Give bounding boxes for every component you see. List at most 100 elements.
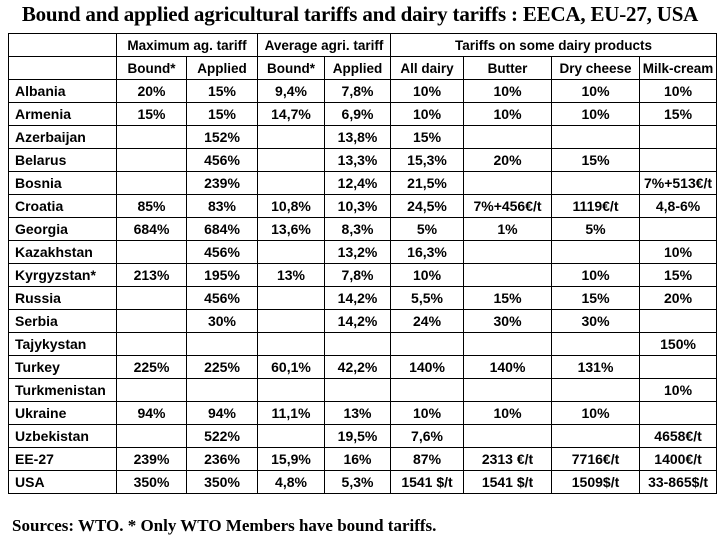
value-cell: 10% — [551, 401, 641, 425]
page-title: Bound and applied agricultural tariffs a… — [21, 2, 699, 26]
column-header: Bound* — [257, 56, 325, 80]
country-cell: Bosnia — [8, 171, 117, 195]
country-cell: Belarus — [8, 148, 117, 172]
value-cell: 225% — [116, 355, 187, 379]
value-cell — [257, 424, 325, 448]
value-cell: 195% — [186, 263, 258, 287]
value-cell: 2313 €/t — [463, 447, 553, 471]
table-row: Azerbaijan 152% 13,8% 15% — [8, 125, 718, 149]
country-cell: Kyrgyzstan* — [8, 263, 117, 287]
column-header: All dairy — [390, 56, 465, 80]
value-cell — [323, 378, 392, 402]
country-cell: Georgia — [8, 217, 117, 241]
country-cell: Serbia — [8, 309, 117, 333]
value-cell: 16% — [323, 447, 392, 471]
value-cell: 16,3% — [390, 240, 465, 264]
value-cell: 42,2% — [323, 355, 392, 379]
value-cell: 94% — [186, 401, 258, 425]
value-cell: 13% — [257, 263, 325, 287]
value-cell: 15% — [639, 263, 718, 287]
value-cell: 30% — [463, 309, 553, 333]
sources-footnote: Sources: WTO. * Only WTO Members have bo… — [12, 516, 437, 535]
value-cell: 239% — [186, 171, 258, 195]
value-cell: 33-865$/t — [639, 470, 718, 494]
value-cell — [551, 378, 641, 402]
value-cell: 20% — [639, 286, 718, 310]
value-cell: 5,5% — [390, 286, 465, 310]
country-cell: Armenia — [8, 102, 117, 126]
value-cell — [186, 378, 258, 402]
value-cell: 7,8% — [323, 79, 392, 103]
group-header-dairy-tariffs: Tariffs on some dairy products — [390, 33, 718, 57]
table-body: Albania 20% 15% 9,4% 7,8% 10% 10% 10% 10% Armenia… — [8, 79, 718, 494]
value-cell: 1541 $/t — [463, 470, 553, 494]
value-cell: 1509$/t — [551, 470, 641, 494]
value-cell — [116, 332, 187, 356]
country-cell: Russia — [8, 286, 117, 310]
value-cell: 350% — [186, 470, 258, 494]
value-cell — [390, 332, 465, 356]
value-cell: 10% — [390, 79, 465, 103]
value-cell: 85% — [116, 194, 187, 218]
value-cell: 131% — [551, 355, 641, 379]
column-header: Bound* — [116, 56, 187, 80]
value-cell: 1% — [463, 217, 553, 241]
value-cell: 4,8% — [257, 470, 325, 494]
value-cell: 1541 $/t — [390, 470, 465, 494]
country-cell: Albania — [8, 79, 117, 103]
group-header-avg-tariff: Average agri. tariff — [256, 33, 392, 57]
value-cell: 4658€/t — [639, 424, 718, 448]
country-cell: Tajykystan — [8, 332, 117, 356]
value-cell: 13% — [323, 401, 392, 425]
value-cell: 7%+513€/t — [639, 171, 718, 195]
country-cell: Turkmenistan — [8, 378, 117, 402]
country-cell: Azerbaijan — [8, 125, 117, 149]
value-cell — [463, 263, 553, 287]
value-cell: 14,2% — [323, 286, 392, 310]
value-cell: 14,7% — [257, 102, 325, 126]
value-cell: 30% — [551, 309, 641, 333]
table-row: Turkmenistan 10% — [8, 378, 718, 402]
column-header: Applied — [186, 56, 258, 80]
value-cell: 7,6% — [390, 424, 465, 448]
value-cell: 94% — [116, 401, 187, 425]
value-cell — [257, 332, 325, 356]
value-cell — [551, 125, 641, 149]
value-cell — [116, 125, 187, 149]
table-row: Kyrgyzstan* 213% 195% 13% 7,8% 10% 10% 15% — [8, 263, 718, 287]
value-cell — [116, 286, 187, 310]
value-cell: 5% — [390, 217, 465, 241]
value-cell — [257, 378, 325, 402]
value-cell: 13,3% — [323, 148, 392, 172]
value-cell — [639, 148, 718, 172]
value-cell: 4,8-6% — [639, 194, 718, 218]
value-cell: 7,8% — [323, 263, 392, 287]
value-cell: 83% — [186, 194, 258, 218]
value-cell: 15% — [639, 102, 718, 126]
value-cell: 12,4% — [323, 171, 392, 195]
value-cell: 13,2% — [323, 240, 392, 264]
value-cell: 152% — [186, 125, 258, 149]
table-row: Belarus 456% 13,3% 15,3% 20% 15% — [8, 148, 718, 172]
value-cell: 13,8% — [323, 125, 392, 149]
value-cell — [116, 171, 187, 195]
value-cell: 15% — [551, 148, 641, 172]
value-cell — [551, 332, 641, 356]
value-cell: 87% — [390, 447, 465, 471]
value-cell — [390, 378, 465, 402]
group-header-max-tariff: Maximum ag. tariff — [116, 33, 258, 57]
value-cell — [463, 424, 553, 448]
value-cell — [323, 332, 392, 356]
value-cell: 522% — [186, 424, 258, 448]
value-cell: 7%+456€/t — [463, 194, 553, 218]
value-cell — [257, 309, 325, 333]
value-cell: 236% — [186, 447, 258, 471]
tariffs-table: Maximum ag. tariff Average agri. tariff … — [8, 33, 718, 494]
value-cell: 5,3% — [323, 470, 392, 494]
column-header: Milk-cream — [639, 56, 718, 80]
country-cell: USA — [8, 470, 117, 494]
value-cell — [551, 240, 641, 264]
value-cell — [116, 148, 187, 172]
table-row: USA 350% 350% 4,8% 5,3% 1541 $/t 1541 $/t 1509$… — [8, 470, 718, 494]
value-cell: 456% — [186, 286, 258, 310]
